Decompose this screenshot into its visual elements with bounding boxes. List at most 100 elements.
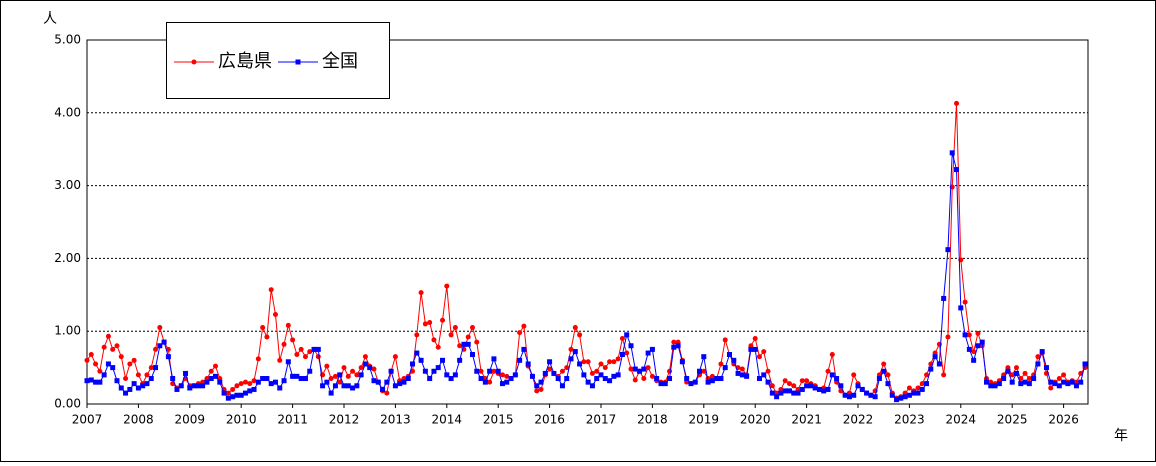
point [183, 370, 189, 376]
point [538, 379, 544, 385]
point [234, 392, 240, 398]
point [392, 354, 398, 360]
point [242, 379, 248, 385]
point [101, 344, 107, 350]
point [140, 383, 146, 389]
point [559, 383, 565, 389]
point [589, 383, 595, 389]
plot-area [86, 39, 1089, 405]
point [435, 344, 441, 350]
point [547, 359, 553, 365]
point [414, 350, 420, 356]
point [320, 383, 326, 389]
point [1005, 368, 1011, 374]
point [93, 361, 99, 367]
point [311, 346, 317, 352]
point [872, 394, 878, 400]
point [881, 361, 887, 367]
point [1009, 379, 1015, 385]
point [153, 365, 159, 371]
point [238, 381, 244, 387]
point [221, 390, 227, 396]
y-tick-label: 2.00 [54, 251, 81, 265]
point [388, 368, 394, 374]
point [1065, 381, 1071, 387]
point [928, 366, 934, 372]
point [118, 354, 124, 360]
point [97, 379, 103, 385]
point [260, 325, 266, 331]
point [315, 346, 321, 352]
point [731, 357, 737, 363]
point [739, 366, 745, 372]
point [375, 379, 381, 385]
point [354, 372, 360, 378]
y-axis-label: 人 [43, 11, 57, 27]
point [885, 372, 891, 378]
point [1052, 381, 1058, 387]
point [679, 359, 685, 365]
point [165, 354, 171, 360]
point [457, 343, 463, 349]
point [512, 372, 518, 378]
point [709, 373, 715, 379]
point [547, 366, 553, 372]
point [555, 376, 561, 382]
point [251, 386, 257, 392]
point [988, 383, 994, 389]
point [581, 372, 587, 378]
point [1048, 385, 1054, 391]
point [422, 368, 428, 374]
point [153, 346, 159, 352]
point [401, 379, 407, 385]
point [778, 390, 784, 396]
point [144, 381, 150, 387]
point [238, 392, 244, 398]
point [529, 373, 535, 379]
point [285, 359, 291, 365]
point [135, 372, 141, 378]
point [482, 379, 488, 385]
point [1069, 379, 1075, 385]
point [427, 319, 433, 325]
point [962, 299, 968, 305]
y-tick-label: 3.00 [54, 178, 81, 192]
point [1001, 376, 1007, 382]
point [345, 383, 351, 389]
point [444, 372, 450, 378]
point [307, 368, 313, 374]
point [645, 365, 651, 371]
point [1013, 365, 1019, 371]
point [337, 379, 343, 385]
point [440, 317, 446, 323]
point [371, 366, 377, 372]
point [362, 354, 368, 360]
point [491, 356, 497, 362]
point [632, 366, 638, 372]
point [971, 357, 977, 363]
point [302, 354, 308, 360]
point [384, 390, 390, 396]
point [384, 379, 390, 385]
point [752, 346, 758, 352]
point [645, 350, 651, 356]
point [165, 346, 171, 352]
point [727, 351, 732, 357]
point [577, 332, 583, 338]
point [521, 346, 527, 352]
point [572, 349, 578, 355]
point [1031, 376, 1037, 382]
point [422, 321, 428, 327]
point [127, 386, 133, 392]
point [255, 379, 261, 385]
point [452, 325, 458, 331]
point [397, 381, 403, 387]
point [585, 359, 591, 365]
point [131, 357, 137, 363]
point [93, 379, 99, 385]
point [410, 361, 416, 367]
point [602, 365, 608, 371]
point [791, 383, 797, 389]
point [688, 381, 694, 387]
point [1035, 361, 1041, 367]
